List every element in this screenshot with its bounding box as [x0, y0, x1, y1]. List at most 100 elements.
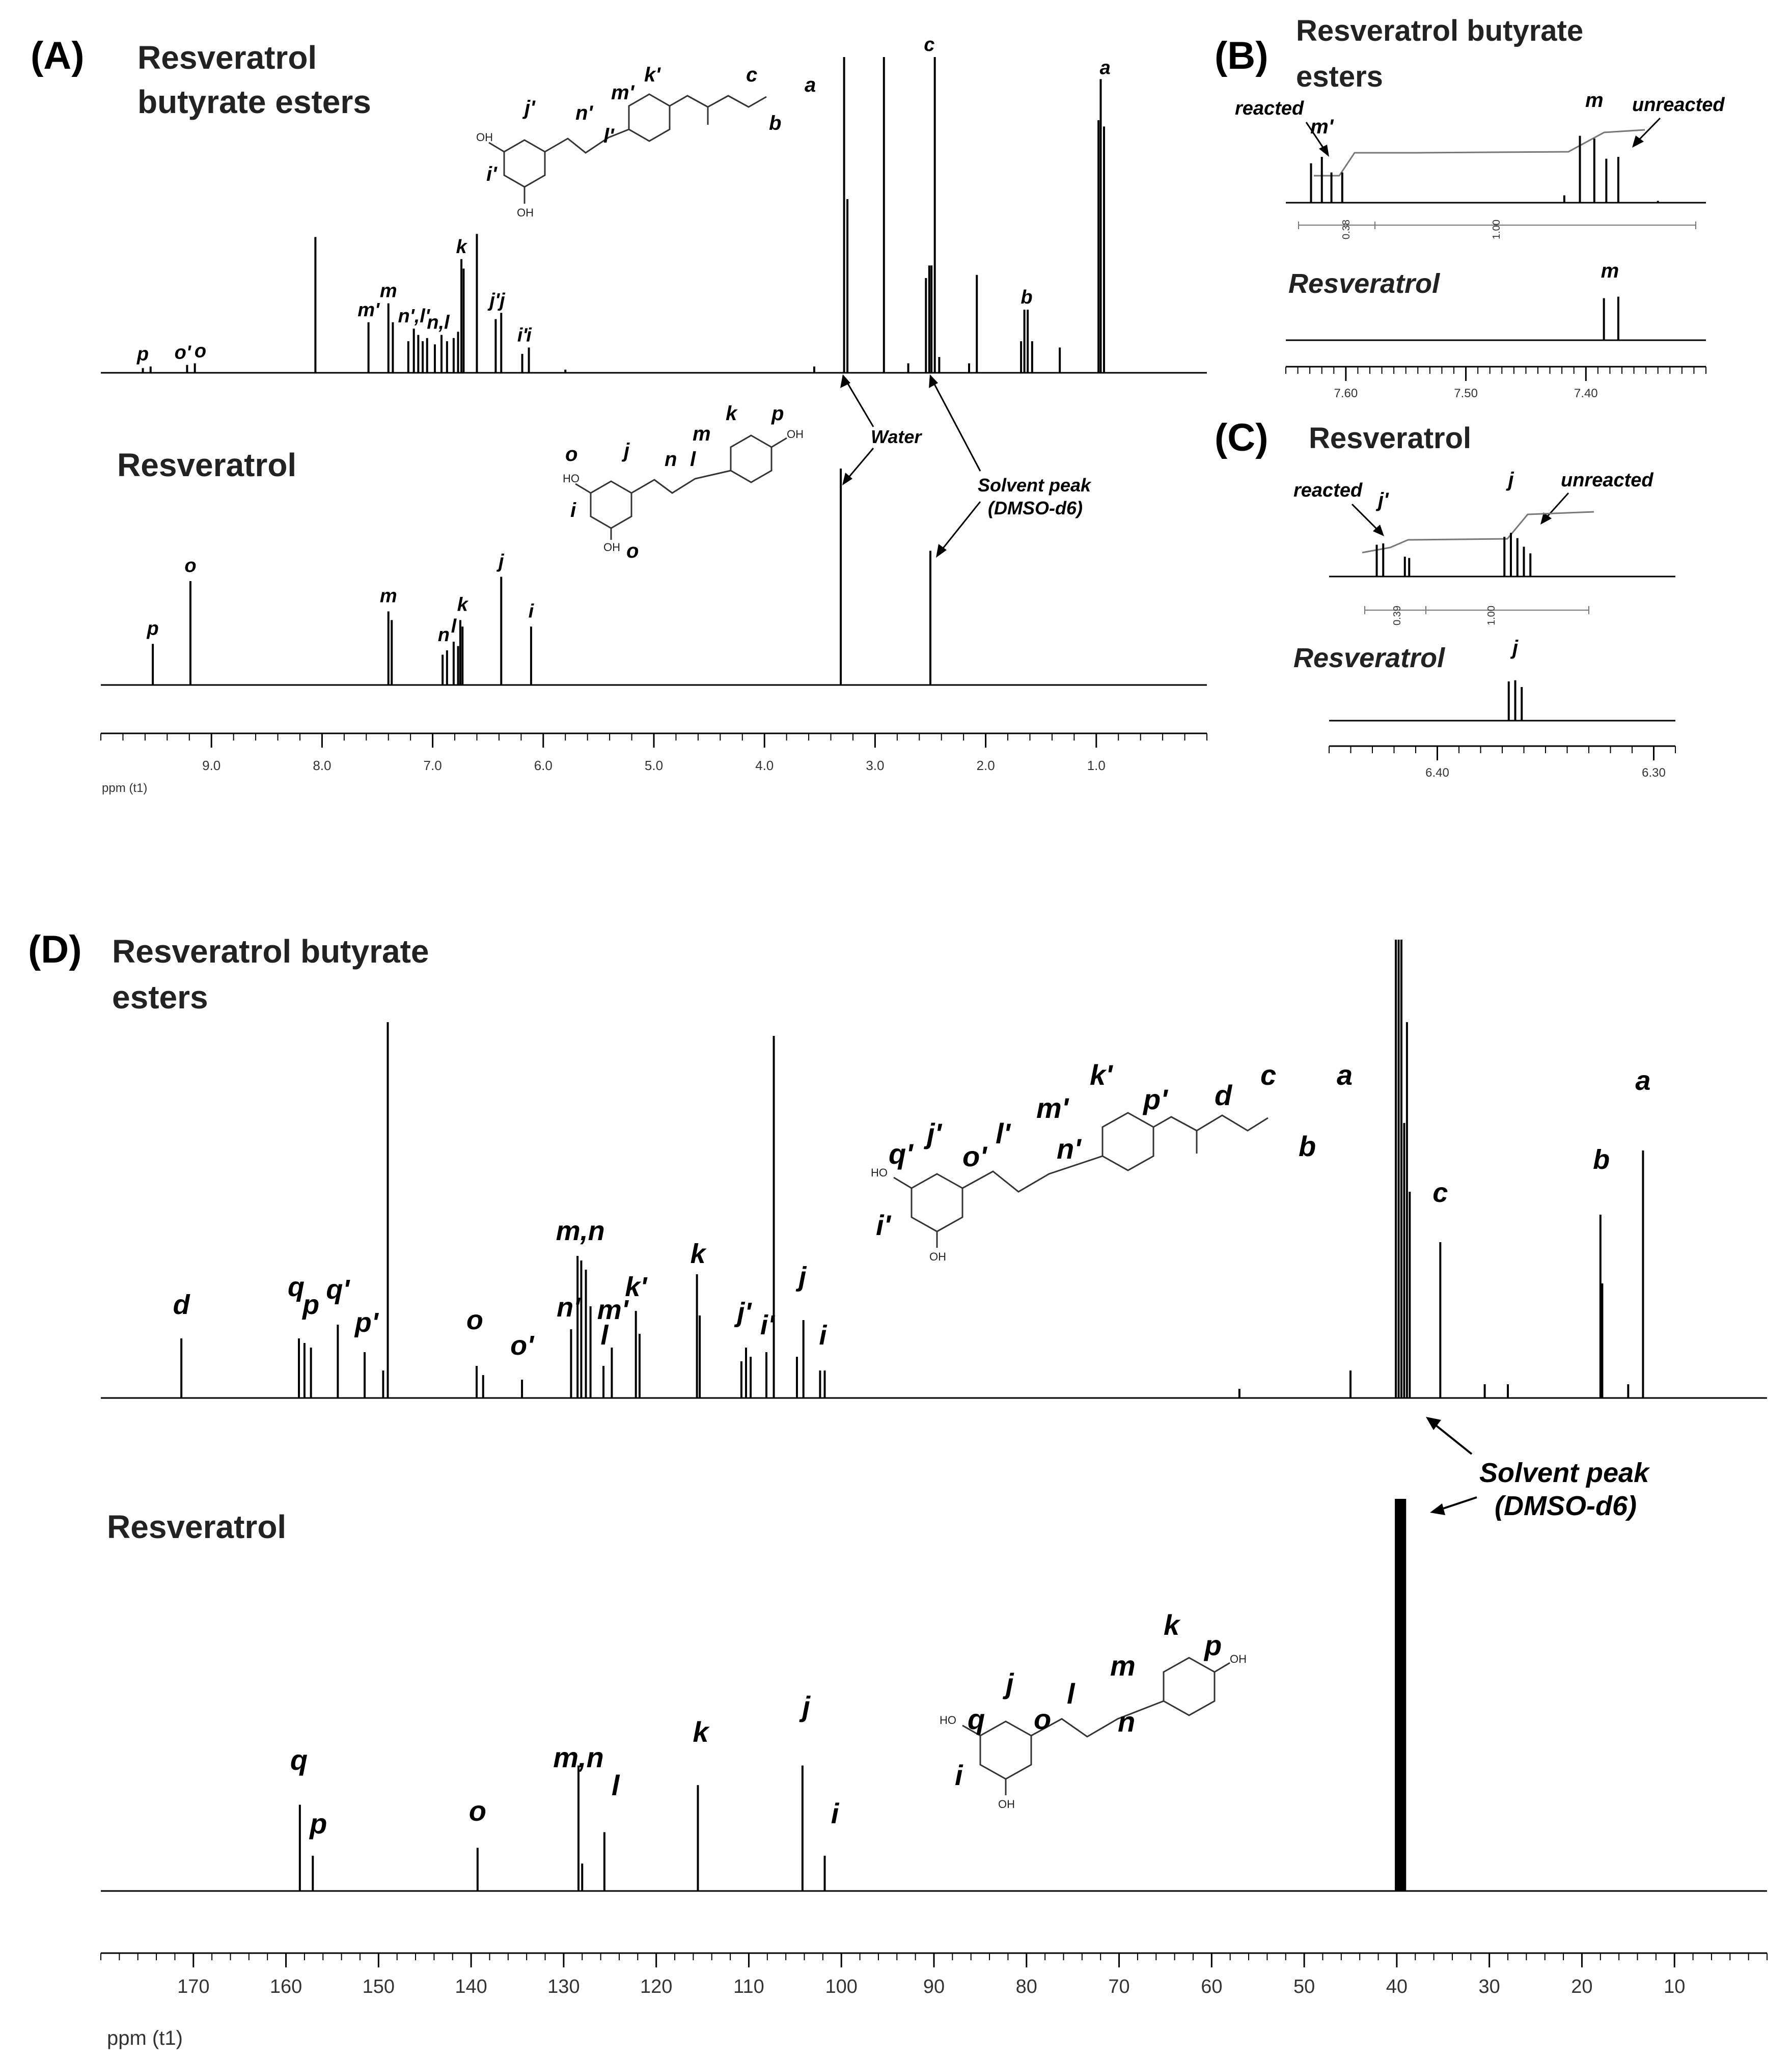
resv-c-oh-bond-3	[1214, 1662, 1230, 1673]
panel-d: (D) Resveratrol butyrate esters Resverat…	[28, 928, 1768, 2049]
d-tick-label: 140	[455, 1976, 487, 1997]
d-tick-label: 70	[1108, 1976, 1129, 1997]
ester-c-label-q: q'	[889, 1138, 914, 1170]
a-ester-peak-label: b	[1021, 287, 1032, 308]
resv-h-label-p: p	[771, 402, 784, 425]
c-tick-label: 6.30	[1642, 766, 1666, 780]
panel-b-axis: 7.60 7.50 7.40	[1285, 366, 1706, 400]
a-tick-label: 7.0	[424, 758, 442, 773]
d-tick-label: 30	[1479, 1976, 1500, 1997]
panel-b-ester-spectrum: m' m	[1286, 89, 1706, 204]
d-resv-peak-label: i	[831, 1797, 840, 1829]
resv-h-label-k: k	[726, 402, 738, 425]
ester-c-label-i: i'	[876, 1209, 892, 1241]
ester-h-chain	[669, 95, 767, 108]
panel-b-unreacted-arrow	[1636, 117, 1661, 143]
resv-c-ring-2	[1163, 1657, 1216, 1716]
panel-a-top-title-line2: butyrate esters	[137, 84, 371, 120]
resv-h-label-o2: o	[626, 540, 639, 562]
solvent-arrowhead-a-top	[929, 374, 938, 388]
b-ester-peak-label: m	[1585, 89, 1604, 112]
b-tick-label: 7.50	[1454, 387, 1478, 400]
resv-c-label-n: n	[1118, 1706, 1135, 1738]
ester-h-label-a: a	[805, 74, 816, 96]
resv-h-label-j: j	[621, 440, 630, 462]
resv-h-label-i: i	[570, 499, 576, 522]
ester-h-label-c: c	[746, 64, 757, 86]
panel-d-top-title-line1: Resveratrol butyrate	[112, 933, 429, 970]
resv-h-oh-2: OH	[603, 541, 620, 554]
panel-b-subtitle: Resveratrol	[1288, 268, 1440, 299]
resv-c-vinyl	[1031, 1700, 1164, 1738]
panel-d-axis: 170 160 150 140 130 120 110 100 90 80 70 60 50 40 30 20…	[100, 1952, 1768, 1997]
d-tick-label: 90	[923, 1976, 945, 1997]
d-ester-peak-label: m'	[597, 1295, 629, 1325]
ester-h-label-n: n'	[575, 102, 593, 124]
a-ester-peak-label: i	[526, 324, 532, 346]
ester-c-ring-1	[911, 1173, 963, 1232]
panel-c-reacted: reacted	[1293, 480, 1363, 501]
c-ester-peak-label: j'	[1375, 489, 1389, 511]
resv-c-label-j: j	[1002, 1667, 1014, 1699]
panel-b-reacted-arrowhead	[1319, 145, 1329, 157]
panel-c-integral-2: 1.00	[1486, 606, 1497, 625]
panel-c-ester-spectrum: j' j	[1329, 469, 1675, 578]
panel-a-axis: 9.0 8.0 7.0 6.0 5.0 4.0 3.0 2.0 1.0	[100, 732, 1207, 773]
resv-c-oh-bond-1	[962, 1724, 981, 1737]
panel-d-bottom-title: Resveratrol	[107, 1509, 286, 1545]
panel-c-reacted-arrow	[1351, 503, 1381, 533]
a-resv-peak-label: k	[457, 594, 469, 616]
panel-c-unreacted-arrow	[1545, 492, 1569, 519]
panel-c-label: (C)	[1215, 416, 1269, 459]
panel-b-reacted: reacted	[1235, 98, 1304, 119]
a-ester-peak-label: p	[136, 344, 149, 365]
resv-h-label-m: m	[693, 423, 711, 445]
panel-b-integral-curve	[1314, 129, 1645, 177]
panel-c-title: Resveratrol	[1309, 422, 1471, 455]
d-ester-peak-label: k	[690, 1239, 707, 1269]
b-ester-peak-label: m'	[1310, 116, 1334, 138]
resv-h-oh-3: OH	[787, 428, 804, 441]
ester-c-label-l: l'	[996, 1117, 1011, 1149]
resv-h-ring-1	[590, 480, 632, 529]
water-arrowhead-top	[840, 374, 850, 388]
d-tick-label: 130	[547, 1976, 580, 1997]
d-ester-peak-label: o	[466, 1305, 483, 1335]
ester-h-ring-1	[503, 139, 546, 188]
solvent-annotation-d-line1: Solvent peak	[1479, 1458, 1650, 1488]
d-resv-peak-label: k	[693, 1716, 710, 1748]
d-ester-peak-label: p	[301, 1290, 319, 1320]
ester-h-oh-bond-1	[488, 142, 505, 153]
ester-c-label-n: n'	[1057, 1133, 1082, 1165]
solvent-annotation-d-line2: (DMSO-d6)	[1495, 1491, 1637, 1521]
d-ester-peak-label: c	[1432, 1177, 1448, 1208]
ester-h-oh-2: OH	[517, 206, 534, 219]
panel-a-label: (A)	[31, 34, 85, 77]
d-ester-peak-label: m,n	[556, 1216, 605, 1246]
a-resv-peak-label: m	[380, 586, 397, 607]
d-resv-peak-label: l	[612, 1769, 620, 1801]
d-tick-label: 20	[1571, 1976, 1592, 1997]
a-tick-label: 3.0	[866, 758, 884, 773]
d-ester-peak-label: i'	[760, 1310, 776, 1340]
a-tick-label: 5.0	[645, 758, 663, 773]
ester-c-label-p: p'	[1142, 1083, 1168, 1115]
a-ester-peak-label: o	[195, 340, 206, 362]
resv-c-label-i: i	[955, 1759, 963, 1791]
resv-h-oh-1: HO	[563, 472, 580, 485]
resv-c-ring-1	[979, 1720, 1032, 1780]
solvent-arrow-a-bottom	[939, 501, 981, 553]
panel-c-unreacted-arrowhead	[1540, 512, 1552, 525]
resv-c-oh-1: OH	[1230, 1653, 1247, 1665]
resv-h-label-l: l	[690, 448, 696, 471]
panel-a-resveratrol-spectrum: p o m n lk j i	[101, 469, 1207, 686]
ester-c-ring-2	[1101, 1112, 1154, 1171]
panel-b-resveratrol-spectrum: m	[1286, 260, 1706, 341]
panel-b-integral-2: 1.00	[1491, 220, 1502, 239]
d-tick-label: 110	[733, 1976, 764, 1997]
ester-c-label-j: j'	[923, 1117, 943, 1149]
panel-b-title-line2: esters	[1296, 60, 1383, 93]
